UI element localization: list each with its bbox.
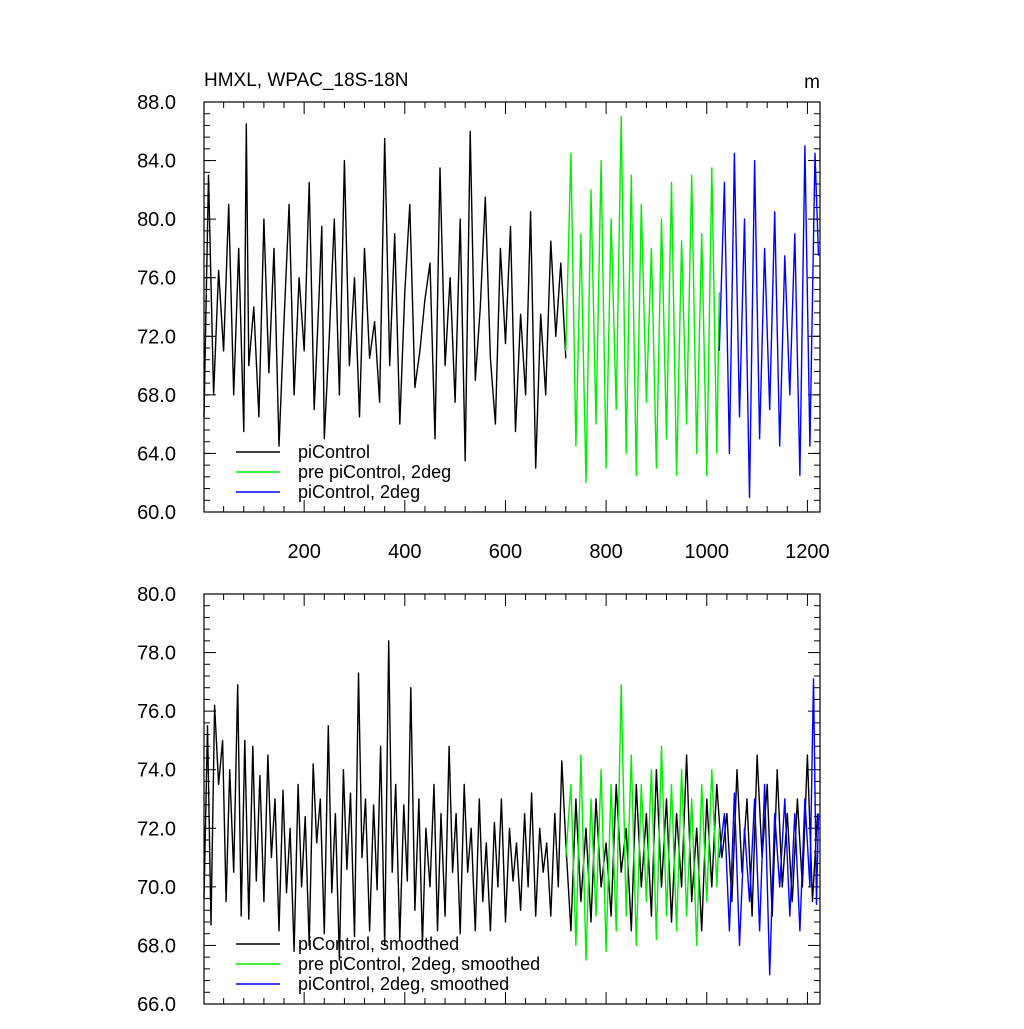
- series-line-0: [203, 123, 567, 469]
- y-tick-label: 60.0: [137, 502, 176, 524]
- legend-label: piControl, 2deg: [298, 482, 420, 502]
- top-panel: HMXL, WPAC_18S-18N m 60.0 64.0 68.0 72.0 76.…: [137, 70, 830, 563]
- x-tick-label: 600: [489, 541, 522, 563]
- y-tick-label: 84.0: [137, 151, 176, 173]
- plot-frame: [203, 593, 821, 1005]
- x-tick-labels: 200 400 600 800 1000 1200: [287, 541, 829, 563]
- y-tick-label: 74.0: [137, 760, 176, 782]
- bottom-panel: 66.0 68.0 70.0 72.0 74.0 76.0 78.0 80.0 piContr…: [137, 584, 821, 1016]
- series-lines: [203, 640, 820, 976]
- series-lines: [203, 115, 820, 499]
- y-tick-label: 68.0: [137, 935, 176, 957]
- legend-label: pre piControl, 2deg, smoothed: [298, 954, 540, 974]
- units-label: m: [804, 72, 820, 93]
- series-line-1: [565, 115, 720, 484]
- y-tick-label: 80.0: [137, 584, 176, 606]
- legend-label: piControl, 2deg, smoothed: [298, 974, 509, 994]
- y-tick-label: 64.0: [137, 443, 176, 465]
- x-tick-label: 400: [388, 541, 421, 563]
- y-tick-label: 76.0: [137, 268, 176, 290]
- y-tick-label: 78.0: [137, 643, 176, 665]
- y-tick-label: 70.0: [137, 877, 176, 899]
- plot-frame: [203, 101, 821, 513]
- y-tick-label: 72.0: [137, 326, 176, 348]
- x-tick-label: 800: [589, 541, 622, 563]
- y-tick-label: 88.0: [137, 92, 176, 114]
- y-tick-label: 80.0: [137, 209, 176, 231]
- y-tick-label: 66.0: [137, 994, 176, 1016]
- series-line-2: [718, 145, 820, 499]
- legend-label: piControl, smoothed: [298, 934, 459, 954]
- chart-title: HMXL, WPAC_18S-18N: [204, 70, 409, 91]
- y-tick-labels: 60.0 64.0 68.0 72.0 76.0 80.0 84.0 88.0: [137, 92, 176, 524]
- y-tick-label: 68.0: [137, 385, 176, 407]
- x-tick-label: 200: [287, 541, 320, 563]
- x-tick-label: 1200: [785, 541, 830, 563]
- y-tick-label: 72.0: [137, 818, 176, 840]
- legend-label: piControl: [298, 442, 370, 462]
- series-line-0: [203, 640, 819, 961]
- y-tick-labels: 66.0 68.0 70.0 72.0 74.0 76.0 78.0 80.0: [137, 584, 176, 1016]
- axis-ticks: [204, 593, 820, 1005]
- series-line-1: [565, 684, 720, 961]
- series-line-2: [718, 678, 820, 976]
- legend-label: pre piControl, 2deg: [298, 462, 451, 482]
- axis-ticks: [204, 101, 820, 513]
- x-tick-label: 1000: [685, 541, 730, 563]
- y-tick-label: 76.0: [137, 701, 176, 723]
